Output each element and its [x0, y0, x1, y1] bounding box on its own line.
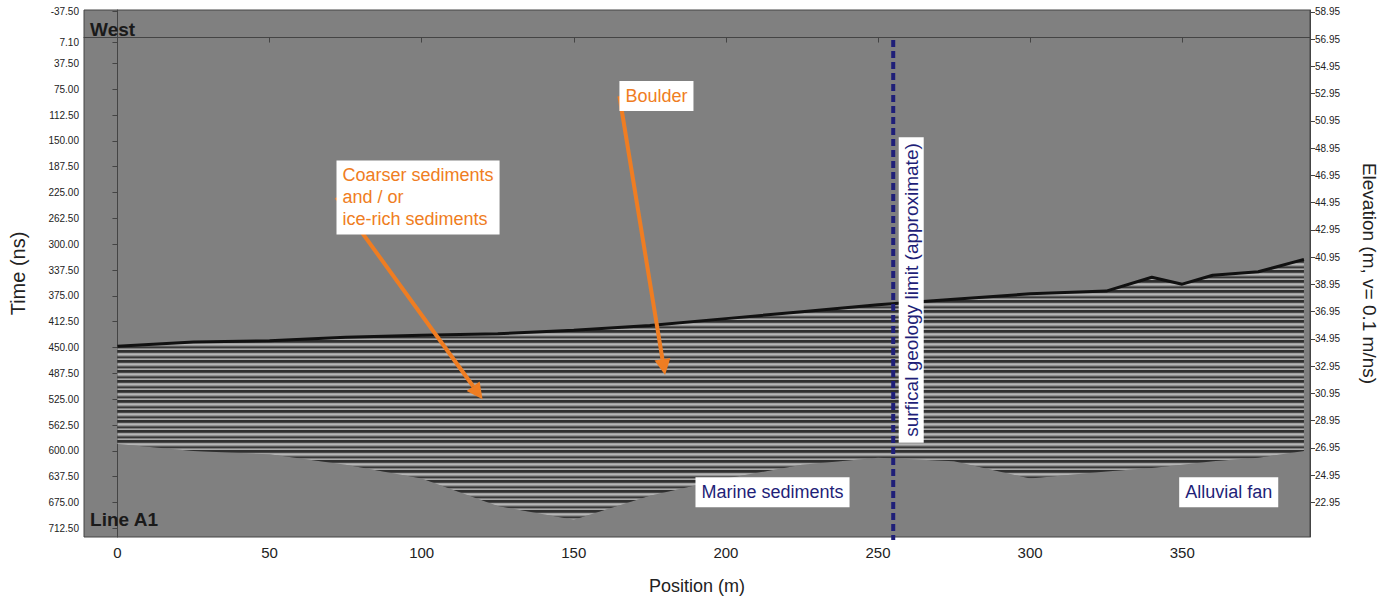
svg-text:150: 150	[561, 544, 586, 561]
svg-text:34.95: 34.95	[1315, 333, 1340, 344]
svg-text:24.95: 24.95	[1315, 470, 1340, 481]
svg-text:46.95: 46.95	[1315, 170, 1340, 181]
svg-text:450.00: 450.00	[48, 342, 79, 353]
svg-text:32.95: 32.95	[1315, 361, 1340, 372]
svg-text:40.95: 40.95	[1315, 252, 1340, 263]
svg-text:300.00: 300.00	[48, 239, 79, 250]
svg-text:surfical geology limit (approx: surfical geology limit (approximate)	[901, 143, 922, 437]
svg-text:Alluvial fan: Alluvial fan	[1185, 482, 1272, 502]
svg-text:Time (ns): Time (ns)	[7, 232, 29, 316]
svg-text:375.00: 375.00	[48, 290, 79, 301]
svg-text:187.50: 187.50	[48, 161, 79, 172]
svg-text:75.00: 75.00	[54, 84, 79, 95]
svg-text:Marine sediments: Marine sediments	[701, 482, 843, 502]
svg-text:28.95: 28.95	[1315, 415, 1340, 426]
svg-text:58.95: 58.95	[1315, 6, 1340, 17]
svg-text:412.50: 412.50	[48, 316, 79, 327]
svg-text:100: 100	[409, 544, 434, 561]
svg-text:Elevation (m, v= 0.1 m/ns): Elevation (m, v= 0.1 m/ns)	[1359, 163, 1380, 384]
svg-text:ice-rich sediments: ice-rich sediments	[343, 209, 488, 229]
svg-text:42.95: 42.95	[1315, 224, 1340, 235]
svg-text:0: 0	[113, 544, 121, 561]
svg-text:50.95: 50.95	[1315, 115, 1340, 126]
svg-text:300: 300	[1018, 544, 1043, 561]
svg-text:487.50: 487.50	[48, 368, 79, 379]
svg-text:637.50: 637.50	[48, 471, 79, 482]
svg-text:562.50: 562.50	[48, 420, 79, 431]
svg-text:22.95: 22.95	[1315, 497, 1340, 508]
svg-text:52.95: 52.95	[1315, 88, 1340, 99]
svg-text:54.95: 54.95	[1315, 61, 1340, 72]
svg-text:37.50: 37.50	[54, 58, 79, 69]
svg-text:44.95: 44.95	[1315, 197, 1340, 208]
svg-text:38.95: 38.95	[1315, 279, 1340, 290]
svg-text:225.00: 225.00	[48, 187, 79, 198]
svg-text:Position (m): Position (m)	[649, 576, 745, 596]
svg-text:Line A1: Line A1	[90, 509, 158, 530]
svg-text:48.95: 48.95	[1315, 143, 1340, 154]
svg-text:200: 200	[713, 544, 738, 561]
svg-text:675.00: 675.00	[48, 497, 79, 508]
svg-text:250: 250	[865, 544, 890, 561]
svg-text:26.95: 26.95	[1315, 442, 1340, 453]
svg-text:Coarser sediments: Coarser sediments	[343, 165, 494, 185]
svg-text:150.00: 150.00	[48, 135, 79, 146]
svg-text:600.00: 600.00	[48, 445, 79, 456]
svg-text:350: 350	[1170, 544, 1195, 561]
svg-text:Boulder: Boulder	[625, 86, 687, 106]
svg-text:50: 50	[261, 544, 278, 561]
svg-text:525.00: 525.00	[48, 394, 79, 405]
svg-text:and / or: and / or	[343, 187, 404, 207]
svg-text:262.50: 262.50	[48, 213, 79, 224]
svg-text:36.95: 36.95	[1315, 306, 1340, 317]
svg-text:56.95: 56.95	[1315, 34, 1340, 45]
svg-text:7.10: 7.10	[60, 37, 80, 48]
svg-text:30.95: 30.95	[1315, 388, 1340, 399]
svg-text:-37.50: -37.50	[51, 6, 80, 17]
svg-text:112.50: 112.50	[49, 110, 79, 121]
svg-text:337.50: 337.50	[48, 265, 79, 276]
svg-text:712.50: 712.50	[48, 523, 79, 534]
svg-text:West: West	[90, 19, 136, 40]
